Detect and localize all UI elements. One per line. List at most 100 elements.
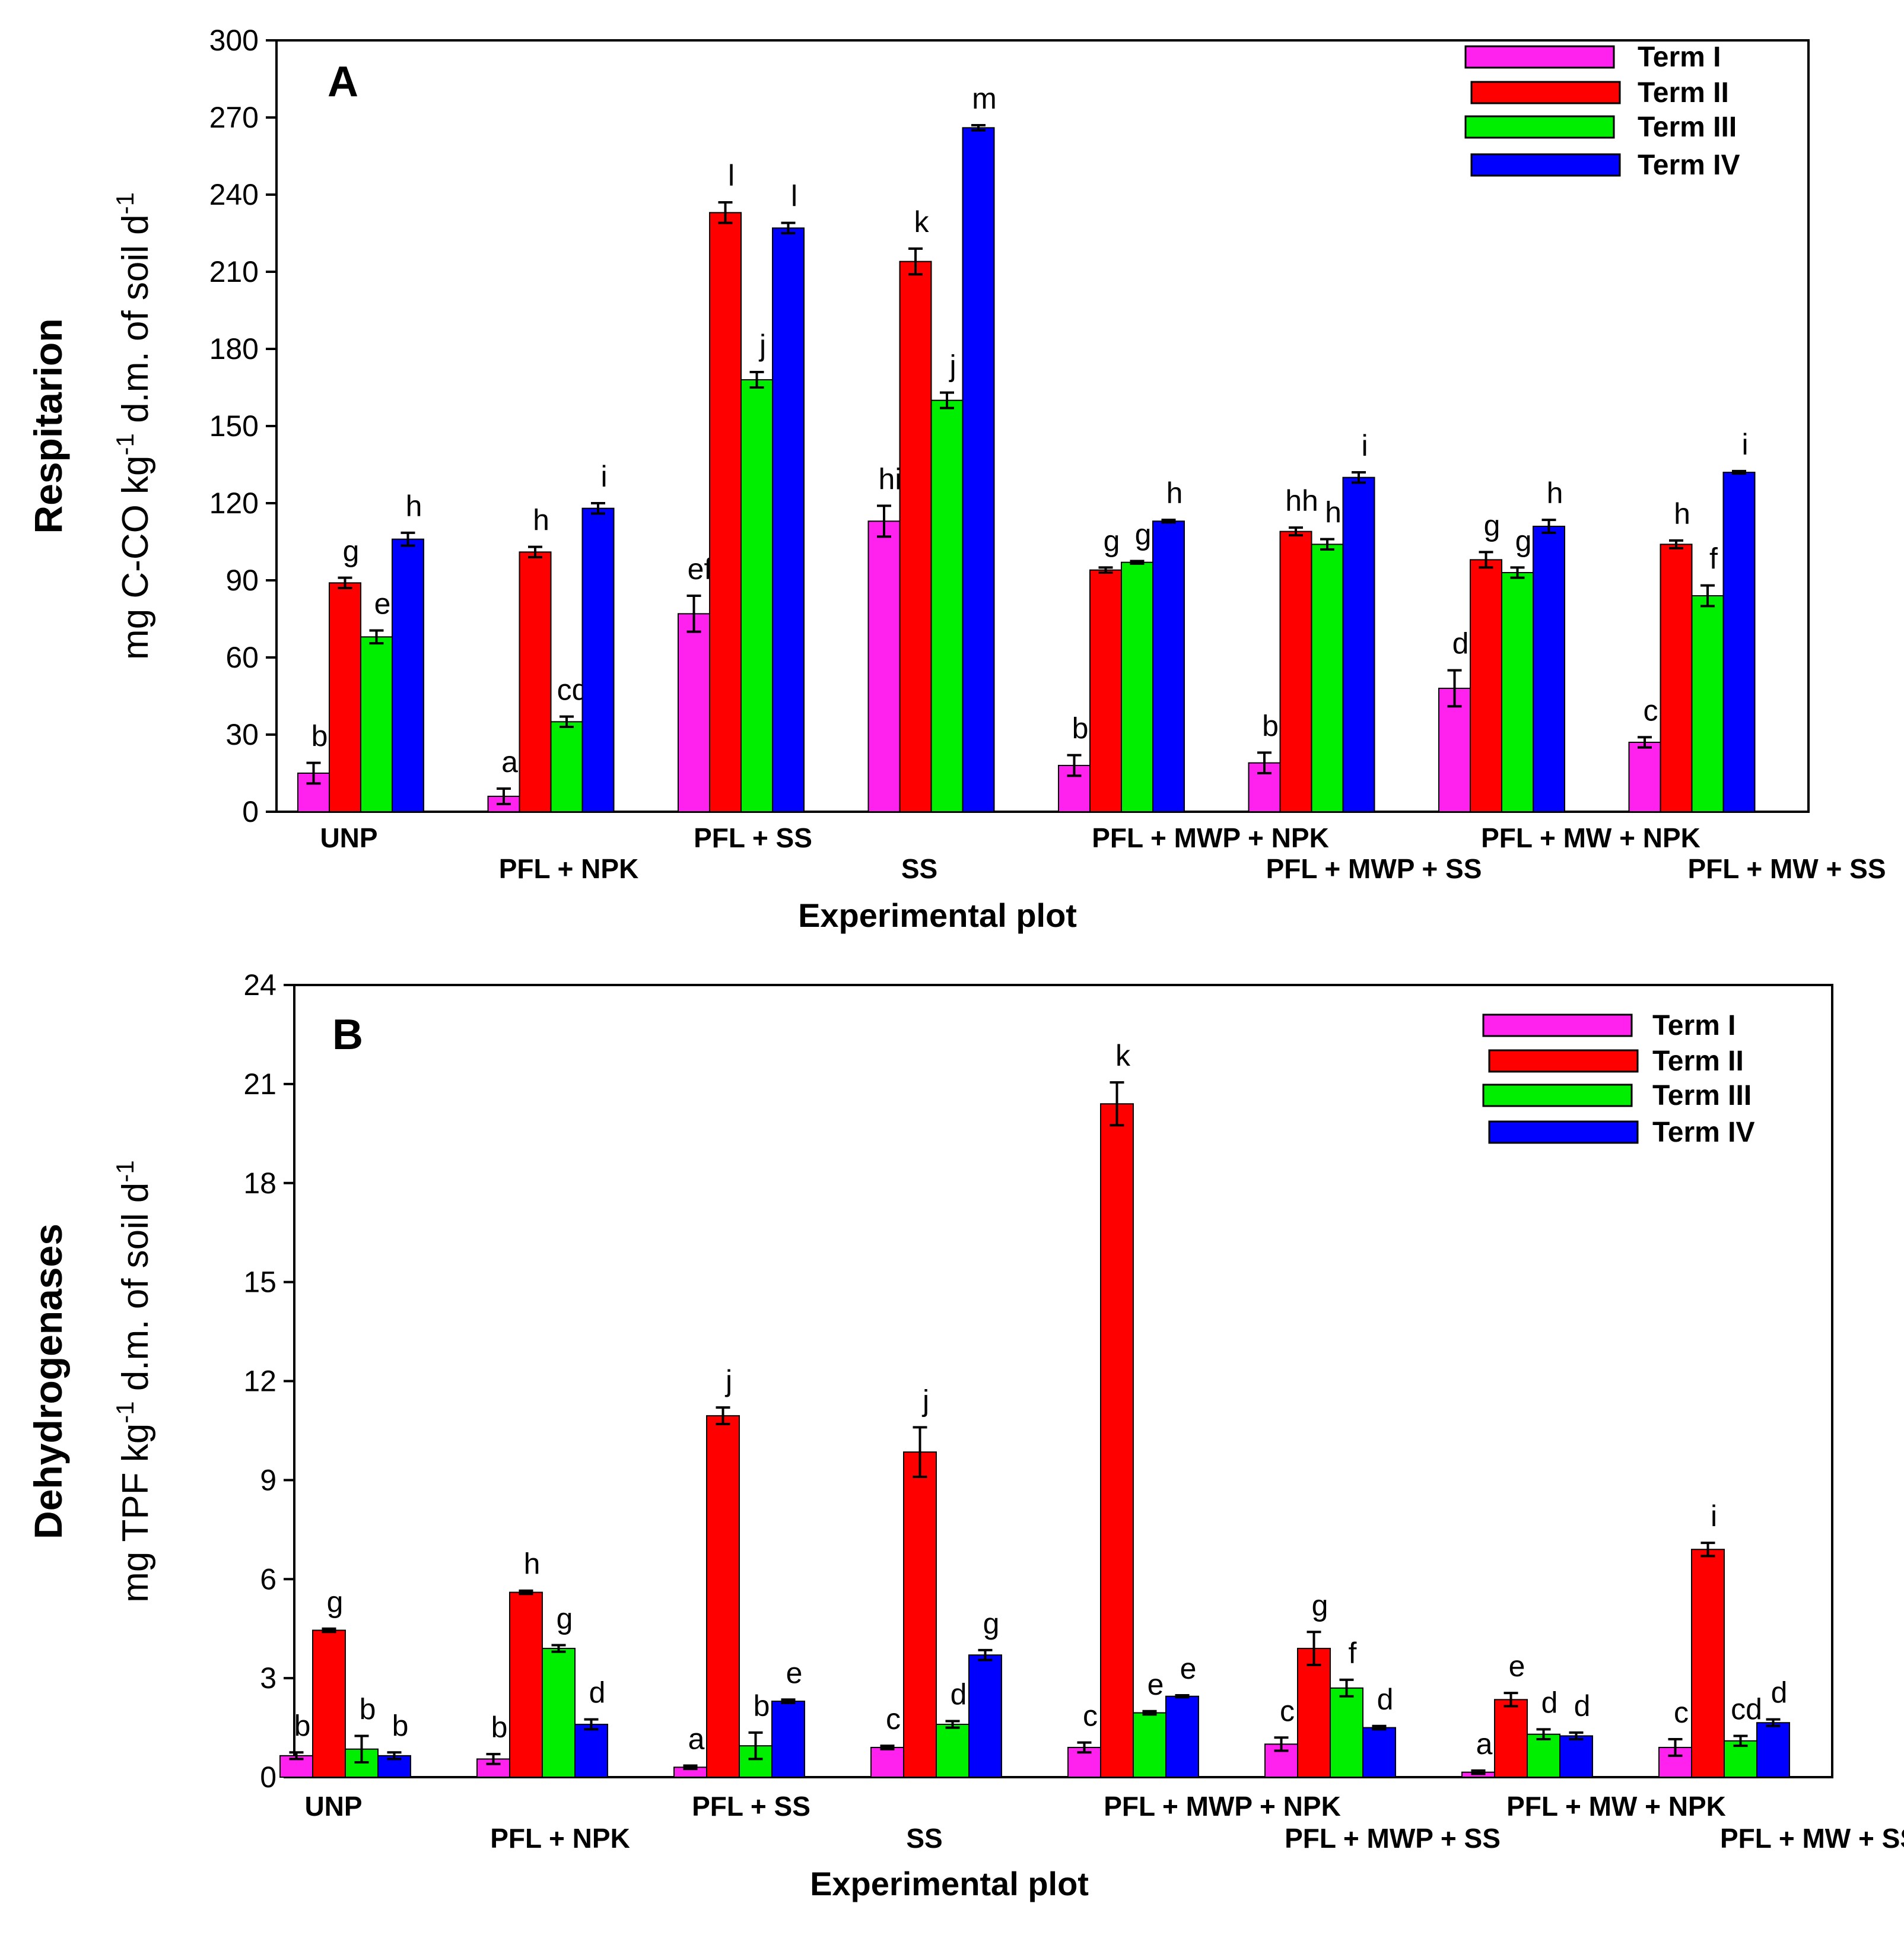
y-tick-label: 90 xyxy=(225,564,259,597)
significance-label: a xyxy=(1476,1727,1493,1761)
y-tick-label: 24 xyxy=(243,968,276,1002)
y-tick-label: 210 xyxy=(209,255,259,288)
bar-term-iii xyxy=(360,636,393,813)
bar-term-iv xyxy=(962,127,995,812)
category-label: SS xyxy=(906,1823,942,1854)
significance-label: b xyxy=(754,1689,770,1723)
category-label: PFL + SS xyxy=(692,1791,810,1822)
y-tick-label: 9 xyxy=(260,1463,276,1496)
significance-label: b xyxy=(1262,709,1279,742)
bar-term-iv xyxy=(1362,1727,1396,1778)
y-tick-label: 240 xyxy=(209,178,259,211)
significance-label: c xyxy=(1083,1699,1098,1733)
y-tick-label: 180 xyxy=(209,332,259,366)
category-label: PFL + SS xyxy=(694,822,812,853)
category-label: UNP xyxy=(320,822,377,853)
legend-label: Term IV xyxy=(1652,1117,1755,1148)
significance-label: j xyxy=(948,349,956,383)
significance-label: b xyxy=(294,1709,311,1742)
significance-label: b xyxy=(1072,712,1089,745)
significance-label: g xyxy=(1515,524,1532,557)
legend-swatch xyxy=(1482,1084,1633,1107)
bar-term-iii xyxy=(1691,595,1724,812)
legend-label: Term II xyxy=(1652,1046,1744,1077)
significance-label: g xyxy=(1484,509,1501,542)
significance-label: h xyxy=(1547,476,1563,510)
y-tick-label: 30 xyxy=(225,718,259,751)
legend-swatch xyxy=(1482,1013,1633,1037)
category-label: PFL + MWP + NPK xyxy=(1092,822,1329,853)
significance-label: l xyxy=(728,159,735,192)
significance-label: i xyxy=(1361,429,1368,462)
bar-term-iv xyxy=(968,1654,1002,1778)
significance-label: b xyxy=(392,1709,409,1742)
significance-label: hi xyxy=(879,462,902,495)
bar-term-i xyxy=(1628,742,1661,812)
bar-term-ii xyxy=(1494,1699,1528,1778)
bar-term-iii xyxy=(550,721,583,813)
significance-label: d xyxy=(1771,1676,1788,1710)
y-tick-label: 0 xyxy=(260,1761,276,1794)
bar-term-ii xyxy=(903,1451,937,1778)
bar-term-iv xyxy=(771,1701,805,1778)
significance-label: k xyxy=(914,205,930,239)
bar-term-ii xyxy=(1470,559,1502,812)
significance-label: g xyxy=(1104,524,1120,557)
panel-letter: A xyxy=(328,58,358,106)
y-axis-unit-label: mg C-CO kg-1 d.m. of soil d-1 xyxy=(111,192,156,660)
significance-label: l xyxy=(791,180,797,213)
chart-panel-a: 0306090120150180210240270300bgehUNPahcdi… xyxy=(26,24,1886,934)
bar-term-ii xyxy=(329,582,361,812)
bar-term-iii xyxy=(1501,572,1534,812)
y-axis-label: Dehydrogenases xyxy=(26,1224,70,1539)
bar-term-iv xyxy=(581,507,615,813)
bar-term-iv xyxy=(1756,1722,1790,1778)
bar-term-iv xyxy=(1165,1695,1199,1778)
category-label: PFL + MW + SS xyxy=(1688,853,1886,884)
significance-label: h xyxy=(406,490,422,523)
bar-term-iii xyxy=(1311,544,1344,812)
significance-label: h xyxy=(1674,497,1690,530)
bar-term-iii xyxy=(1527,1733,1560,1778)
bar-term-iii xyxy=(1330,1687,1363,1778)
significance-label: d xyxy=(1574,1689,1591,1723)
significance-label: a xyxy=(501,745,518,779)
bar-term-ii xyxy=(1297,1648,1331,1778)
y-tick-label: 15 xyxy=(243,1266,276,1299)
bar-term-ii xyxy=(519,551,552,812)
bar-term-ii xyxy=(1100,1103,1134,1778)
bar-term-iv xyxy=(574,1724,608,1778)
legend-swatch xyxy=(1488,1049,1639,1073)
bar-term-i xyxy=(678,613,710,813)
category-label: PFL + MW + SS xyxy=(1720,1823,1904,1854)
significance-label: f xyxy=(1349,1637,1357,1670)
bar-term-iii xyxy=(936,1724,970,1778)
category-label: SS xyxy=(901,853,937,884)
bar-term-iii xyxy=(740,379,773,812)
legend-swatch xyxy=(1488,1120,1639,1144)
significance-label: i xyxy=(600,460,607,493)
bar-term-iv xyxy=(1152,520,1185,812)
significance-label: k xyxy=(1115,1039,1131,1072)
significance-label: d xyxy=(1377,1683,1394,1716)
significance-label: h xyxy=(533,504,549,537)
category-label: PFL + MWP + SS xyxy=(1266,853,1482,884)
significance-label: hh xyxy=(1285,484,1318,517)
bar-term-iv xyxy=(1533,526,1565,812)
y-tick-label: 12 xyxy=(243,1365,276,1398)
significance-label: c xyxy=(886,1702,901,1736)
bar-term-iv xyxy=(392,538,424,813)
y-tick-label: 21 xyxy=(243,1067,276,1101)
legend-label: Term I xyxy=(1652,1010,1735,1041)
bar-term-ii xyxy=(709,212,742,813)
bar-term-iii xyxy=(1133,1712,1166,1778)
legend-swatch xyxy=(1464,115,1615,139)
y-tick-label: 120 xyxy=(209,487,259,520)
y-axis-unit-label: mg TPF kg-1 d.m. of soil d-1 xyxy=(111,1160,156,1602)
bar-term-ii xyxy=(1279,530,1312,813)
category-label: PFL + NPK xyxy=(499,853,639,884)
y-tick-label: 150 xyxy=(209,409,259,443)
significance-label: e xyxy=(1148,1668,1164,1701)
